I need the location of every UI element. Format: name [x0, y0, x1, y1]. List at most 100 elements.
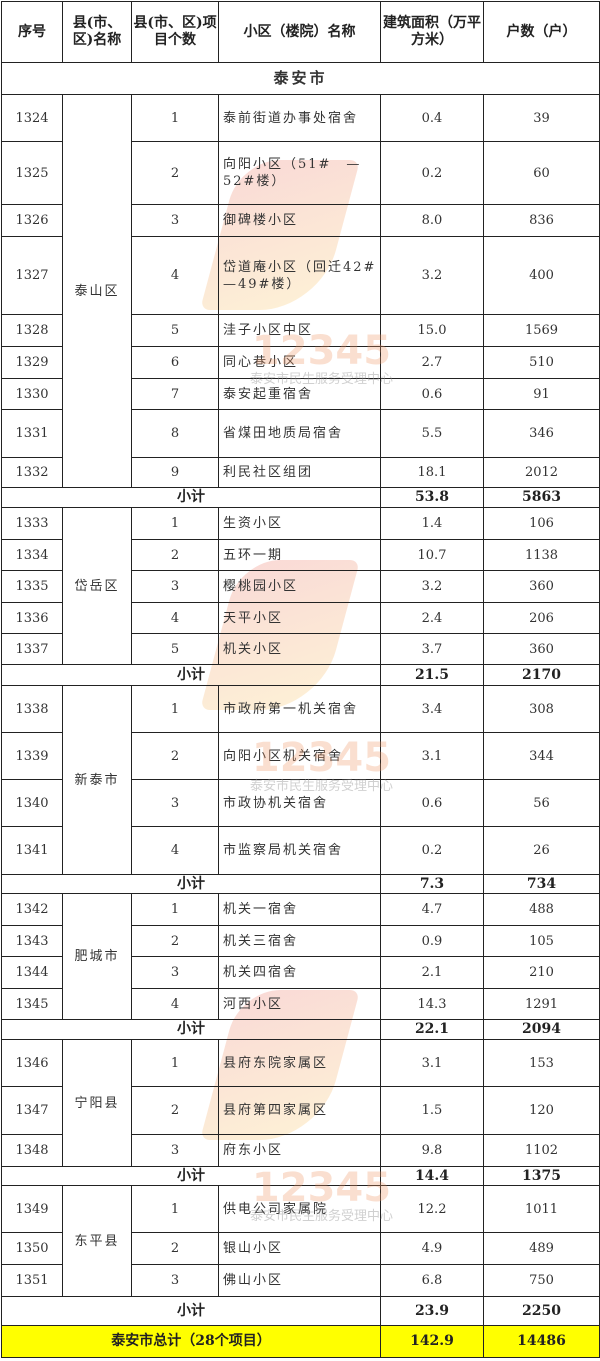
county-name: 宁阳县	[62, 1039, 132, 1167]
households: 153	[483, 1039, 600, 1087]
serial-number: 1334	[1, 539, 63, 571]
building-area: 8.0	[380, 204, 484, 237]
community-name: 机关一宿舍	[218, 893, 381, 926]
community-name: 御碑楼小区	[218, 204, 381, 237]
project-index: 4	[131, 602, 219, 634]
serial-number: 1324	[1, 94, 63, 142]
serial-number: 1346	[1, 1039, 63, 1087]
community-name: 樱桃园小区	[218, 570, 381, 603]
building-area: 3.7	[380, 633, 484, 665]
project-index: 3	[131, 204, 219, 237]
community-name: 生资小区	[218, 507, 381, 540]
households: 488	[483, 893, 600, 926]
grand-total-households: 14486	[483, 1325, 600, 1358]
project-index: 3	[131, 1134, 219, 1167]
community-name: 岱道庵小区（回迁42#—49#楼）	[218, 236, 381, 315]
column-header: 小区（楼院）名称	[218, 1, 381, 63]
city-name: 泰安市	[1, 62, 600, 95]
building-area: 12.2	[380, 1185, 484, 1233]
project-index: 2	[131, 1086, 219, 1135]
project-index: 4	[131, 236, 219, 315]
subtotal-label: 小计	[1, 874, 381, 894]
building-area: 3.1	[380, 1039, 484, 1087]
table-row: 1326 3 御碑楼小区 8.0 836	[1, 204, 600, 237]
community-name: 河西小区	[218, 988, 381, 1020]
community-name: 县府第四家属区	[218, 1086, 381, 1135]
table-row: 1349 东平县 1 供电公司家属院 12.2 1011	[1, 1185, 600, 1297]
building-area: 14.3	[380, 988, 484, 1020]
serial-number: 1327	[1, 236, 63, 315]
households: 120	[483, 1086, 600, 1135]
building-area: 0.2	[380, 141, 484, 205]
serial-number: 1338	[1, 685, 63, 733]
households: 39	[483, 94, 600, 142]
table-row: 1324 泰山区 1 泰前街道办事处宿舍 0.4 39	[1, 94, 600, 488]
table-row: 1342 肥城市 1 机关一宿舍 4.7 488	[1, 893, 600, 1020]
table-row: 1347 2 县府第四家属区 1.5 120	[1, 1086, 600, 1135]
project-index: 8	[131, 409, 219, 458]
community-name: 供电公司家属院	[218, 1185, 381, 1233]
column-header: 县(市、区)项目个数	[131, 1, 219, 63]
serial-number: 1347	[1, 1086, 63, 1135]
column-header: 建筑面积（万平方米）	[380, 1, 484, 63]
subtotal-row: 小计 21.5 2170	[1, 664, 600, 686]
county-name: 新泰市	[62, 685, 132, 875]
project-index: 5	[131, 633, 219, 665]
building-area: 3.4	[380, 685, 484, 733]
community-name: 天平小区	[218, 602, 381, 634]
subtotal-households: 5863	[483, 487, 600, 508]
table-row: 1330 7 泰安起重宿舍 0.6 91	[1, 378, 600, 410]
grand-total-area: 142.9	[380, 1325, 484, 1358]
households: 60	[483, 141, 600, 205]
project-index: 2	[131, 1232, 219, 1265]
building-area: 5.5	[380, 409, 484, 458]
building-area: 15.0	[380, 314, 484, 347]
subtotal-households: 2250	[483, 1296, 600, 1326]
households: 1291	[483, 988, 600, 1020]
serial-number: 1339	[1, 732, 63, 780]
community-name: 机关小区	[218, 633, 381, 665]
building-area: 4.7	[380, 893, 484, 926]
county-name: 岱岳区	[62, 507, 132, 665]
serial-number: 1350	[1, 1232, 63, 1265]
serial-number: 1340	[1, 779, 63, 827]
building-area: 4.9	[380, 1232, 484, 1265]
households: 360	[483, 570, 600, 603]
community-name: 泰前街道办事处宿舍	[218, 94, 381, 142]
subtotal-label: 小计	[1, 1019, 381, 1040]
building-area: 2.4	[380, 602, 484, 634]
table-row: 1345 4 河西小区 14.3 1291	[1, 988, 600, 1020]
grand-total-label: 泰安市总计（28个项目）	[1, 1325, 381, 1358]
households: 105	[483, 925, 600, 957]
subtotal-row: 小计 14.4 1375	[1, 1166, 600, 1186]
serial-number: 1342	[1, 893, 63, 926]
table-row: 1334 2 五环一期 10.7 1138	[1, 539, 600, 571]
county-name: 肥城市	[62, 893, 132, 1020]
households: 106	[483, 507, 600, 540]
building-area: 0.2	[380, 826, 484, 875]
community-name: 五环一期	[218, 539, 381, 571]
project-index: 3	[131, 779, 219, 827]
serial-number: 1328	[1, 314, 63, 347]
project-index: 1	[131, 94, 219, 142]
community-name: 同心巷小区	[218, 346, 381, 379]
subtotal-label: 小计	[1, 664, 381, 686]
households: 91	[483, 378, 600, 410]
building-area: 0.6	[380, 378, 484, 410]
project-index: 2	[131, 141, 219, 205]
subtotal-area: 53.8	[380, 487, 484, 508]
column-header: 县(市、区)名称	[62, 1, 132, 63]
community-name: 机关三宿舍	[218, 925, 381, 957]
project-index: 1	[131, 507, 219, 540]
building-area: 9.8	[380, 1134, 484, 1167]
column-header: 户数（户）	[483, 1, 600, 63]
table-row: 1338 新泰市 1 市政府第一机关宿舍 3.4 308	[1, 685, 600, 875]
serial-number: 1335	[1, 570, 63, 603]
households: 1102	[483, 1134, 600, 1167]
table-row: 1341 4 市监察局机关宿舍 0.2 26	[1, 826, 600, 875]
households: 210	[483, 956, 600, 989]
serial-number: 1349	[1, 1185, 63, 1233]
households: 346	[483, 409, 600, 458]
serial-number: 1333	[1, 507, 63, 540]
